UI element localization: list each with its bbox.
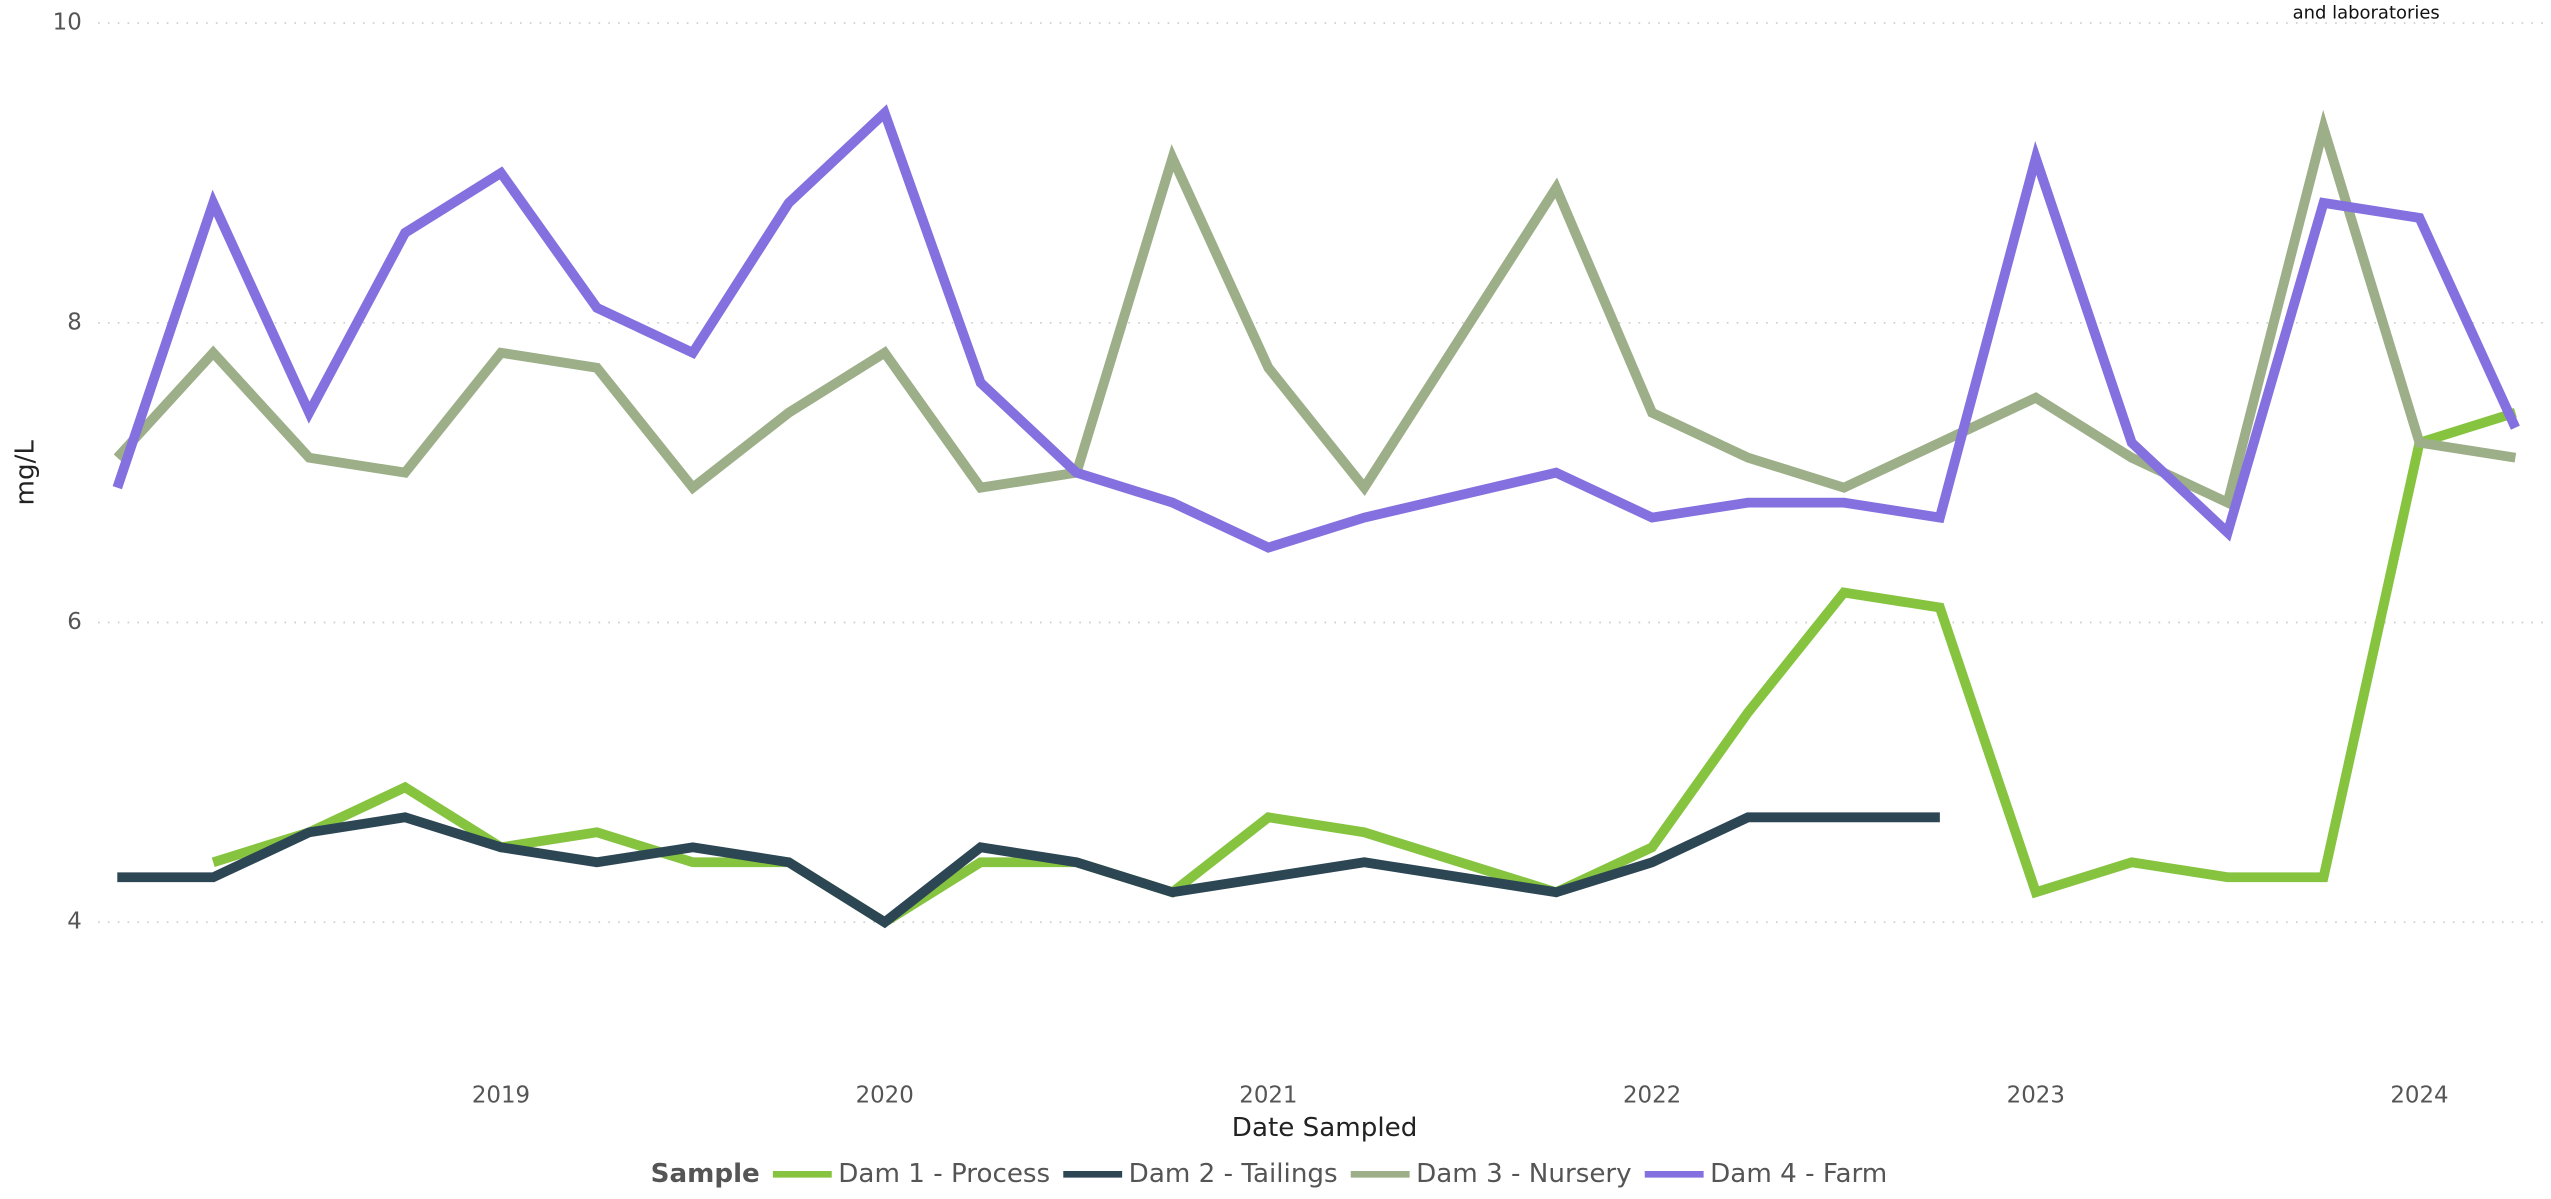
legend: Sample Dam 1 - Process Dam 2 - Tailings Dam…: [651, 1159, 1888, 1189]
x-tick-label: 2023: [2007, 1082, 2065, 1108]
y-tick-label: 4: [67, 909, 82, 935]
legend-label: Dam 4 - Farm: [1710, 1159, 1887, 1189]
grid: [98, 22, 2547, 924]
x-tick-label: 2020: [856, 1082, 914, 1108]
legend-label: Dam 1 - Process: [838, 1159, 1050, 1189]
x-tick-label: 2024: [2390, 1082, 2448, 1108]
x-tick-label: 2019: [472, 1082, 530, 1108]
data-line: [113, 109, 2517, 510]
legend-label: Dam 3 - Nursery: [1416, 1159, 1632, 1189]
data-line: [112, 104, 2520, 553]
x-axis-title: Date Sampled: [1232, 1113, 1418, 1143]
y-tick-label: 6: [67, 609, 82, 635]
data-line: [117, 812, 1940, 929]
y-tick-label: 10: [53, 10, 82, 36]
data-line: [211, 408, 2517, 929]
y-axis-title: mg/L: [11, 440, 41, 506]
x-tick-label: 2022: [1623, 1082, 1681, 1108]
legend-label: Dam 2 - Tailings: [1129, 1159, 1338, 1189]
legend-title: Sample: [651, 1159, 760, 1189]
y-tick-label: 8: [67, 309, 82, 335]
x-tick-label: 2021: [1239, 1082, 1297, 1108]
annotation: and laboratories: [2293, 2, 2440, 23]
